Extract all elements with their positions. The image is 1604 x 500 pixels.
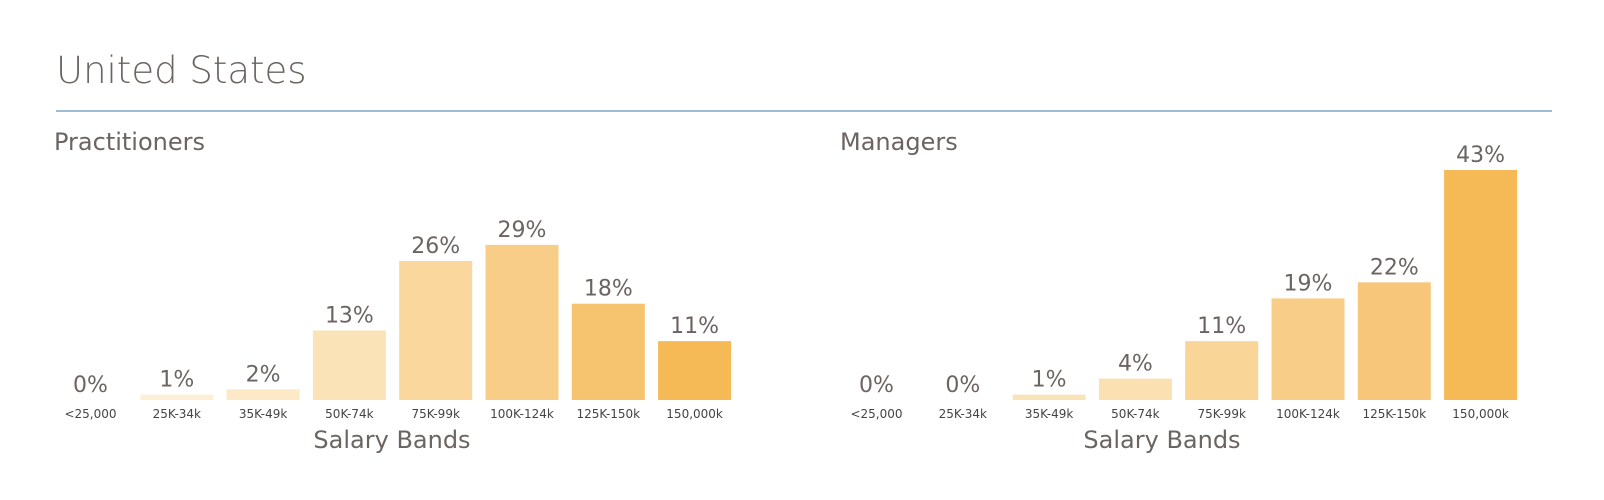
chart-title: Managers xyxy=(840,128,958,156)
bar-6 xyxy=(571,303,645,400)
data-label: 26% xyxy=(411,234,460,259)
bar-1 xyxy=(140,394,214,400)
data-label: 1% xyxy=(159,368,194,393)
x-tick-label: 100K-124k xyxy=(1276,407,1340,421)
x-tick-label: 25K-34k xyxy=(939,407,987,421)
x-tick-label: <25,000 xyxy=(850,407,902,421)
data-label: 13% xyxy=(325,303,374,328)
x-tick-label: 75K-99k xyxy=(411,407,459,421)
bar-7 xyxy=(658,341,732,400)
bar-3 xyxy=(312,330,386,400)
x-tick-label: 35K-49k xyxy=(1025,407,1073,421)
page-title: United States xyxy=(56,49,307,92)
bar-5 xyxy=(485,244,559,400)
title-divider xyxy=(56,110,1552,112)
managers-chart-svg: Managers 0% <25,000 0% 25K-34k 1% 35K-49k 4% 50… xyxy=(840,128,1518,454)
x-tick-label: 50K-74k xyxy=(325,407,373,421)
x-axis-label: Salary Bands xyxy=(313,426,470,454)
bars-group: 0% <25,000 1% 25K-34k 2% 35K-49k 13% 50K-74k 26%… xyxy=(64,218,732,421)
x-tick-label: 100K-124k xyxy=(490,407,554,421)
bar-6 xyxy=(1357,282,1431,400)
x-tick-label: 25K-34k xyxy=(153,407,201,421)
x-tick-label: 150,000k xyxy=(666,407,723,421)
x-tick-label: 35K-49k xyxy=(239,407,287,421)
data-label: 29% xyxy=(498,218,547,243)
bar-2 xyxy=(226,389,300,400)
data-label: 19% xyxy=(1284,271,1333,296)
x-tick-label: <25,000 xyxy=(64,407,116,421)
data-label: 4% xyxy=(1118,352,1153,377)
data-label: 0% xyxy=(945,373,980,398)
x-tick-label: 125K-150k xyxy=(1362,407,1426,421)
bar-4 xyxy=(1185,341,1259,400)
x-tick-label: 75K-99k xyxy=(1197,407,1245,421)
managers-chart: Managers 0% <25,000 0% 25K-34k 1% 35K-49k 4% 50… xyxy=(807,118,1547,478)
data-label: 18% xyxy=(584,277,633,302)
data-label: 2% xyxy=(246,362,281,387)
practitioners-chart-svg: Practitioners 0% <25,000 1% 25K-34k 2% 35K-49… xyxy=(54,128,732,454)
bars-group: 0% <25,000 0% 25K-34k 1% 35K-49k 4% 50K-74k 11% 7… xyxy=(850,143,1518,421)
x-tick-label: 50K-74k xyxy=(1111,407,1159,421)
data-label: 0% xyxy=(859,373,894,398)
chart-title: Practitioners xyxy=(54,128,205,156)
practitioners-chart: Practitioners 0% <25,000 1% 25K-34k 2% 35K-49… xyxy=(0,118,740,478)
bar-2 xyxy=(1012,394,1086,400)
bar-4 xyxy=(399,260,473,400)
x-tick-label: 125K-150k xyxy=(576,407,640,421)
bar-7 xyxy=(1444,170,1518,400)
data-label: 22% xyxy=(1370,255,1419,280)
data-label: 11% xyxy=(1197,314,1246,339)
bar-3 xyxy=(1098,378,1172,400)
data-label: 43% xyxy=(1456,143,1505,168)
data-label: 11% xyxy=(670,314,719,339)
bar-5 xyxy=(1271,298,1345,400)
x-axis-label: Salary Bands xyxy=(1083,426,1240,454)
data-label: 0% xyxy=(73,373,108,398)
x-tick-label: 150,000k xyxy=(1452,407,1509,421)
data-label: 1% xyxy=(1032,368,1067,393)
